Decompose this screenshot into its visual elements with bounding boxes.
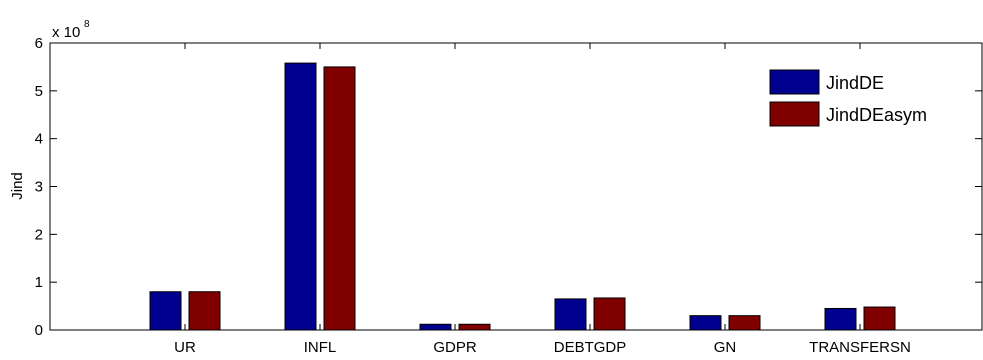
bar-jindde-ur bbox=[149, 291, 182, 331]
y-tick-label: 6 bbox=[35, 35, 43, 52]
y-tick-label: 3 bbox=[35, 179, 43, 196]
y-tick-label: 0 bbox=[35, 322, 43, 339]
y-tick-label: 4 bbox=[35, 131, 43, 148]
x-tick-label-transfersn: TRANSFERSN bbox=[809, 339, 911, 355]
x-tick-label-gdpr: GDPR bbox=[433, 339, 477, 355]
bar-jindde-infl bbox=[284, 62, 317, 331]
y-tick-label: 2 bbox=[35, 226, 43, 243]
x-tick-label-gn: GN bbox=[714, 339, 737, 355]
x-tick-label-infl: INFL bbox=[304, 339, 337, 355]
bar-jinddeasym-debtgdp bbox=[593, 297, 626, 331]
legend-label-jindde: JindDE bbox=[826, 73, 884, 93]
x-ticks-group: UR INFL GDPR DEBTGDP GN TRANSFERSN bbox=[174, 43, 911, 356]
bars-group bbox=[149, 62, 896, 331]
legend: JindDE JindDEasym bbox=[760, 62, 960, 132]
legend-swatch-jinddeasym bbox=[769, 101, 820, 127]
bar-jinddeasym-infl bbox=[323, 66, 356, 331]
bar-jinddeasym-transfersn bbox=[863, 306, 896, 331]
bar-jindde-debtgdp bbox=[554, 298, 587, 331]
y-axis-title: Jind bbox=[9, 172, 26, 200]
bar-jindde-transfersn bbox=[824, 307, 857, 331]
bar-jindde-gn bbox=[689, 315, 722, 331]
y-tick-label: 1 bbox=[35, 274, 43, 291]
y-multiplier-label: x 10 bbox=[52, 24, 80, 41]
legend-label-jinddeasym: JindDEasym bbox=[826, 105, 927, 125]
bar-jinddeasym-gdpr bbox=[458, 323, 491, 331]
bar-jinddeasym-gn bbox=[728, 315, 761, 331]
x-tick-label-debtgdp: DEBTGDP bbox=[554, 339, 627, 355]
legend-swatch-jindde bbox=[769, 69, 820, 95]
y-ticks-group: 0 1 2 3 4 5 6 bbox=[35, 35, 982, 339]
x-tick-label-ur: UR bbox=[174, 339, 196, 355]
y-multiplier-exponent: 8 bbox=[84, 19, 90, 30]
y-tick-label: 5 bbox=[35, 83, 43, 100]
bar-jinddeasym-ur bbox=[188, 291, 221, 331]
bar-jindde-gdpr bbox=[419, 323, 452, 331]
